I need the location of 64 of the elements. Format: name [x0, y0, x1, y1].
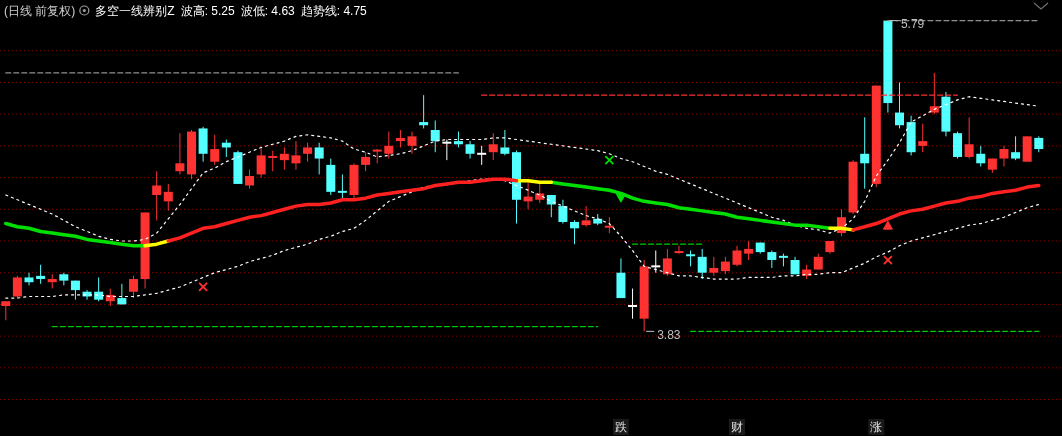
candlestick: [94, 276, 104, 302]
x-tick-label: 涨: [870, 420, 883, 434]
candlestick: [12, 275, 22, 299]
candlestick: [175, 132, 185, 175]
annotation: 趋势线: 4.75: [300, 4, 368, 18]
candlestick: [662, 248, 672, 277]
candlestick: [709, 256, 719, 277]
candlestick: [430, 119, 440, 153]
candlestick: [36, 264, 46, 285]
candlestick: [535, 181, 545, 204]
candlestick: [268, 150, 278, 172]
candlestick: [303, 142, 313, 163]
candlestick: [407, 131, 417, 155]
candlestick: [651, 250, 661, 274]
candlestick: [953, 131, 963, 160]
annotation: 波高: 5.25: [180, 4, 236, 18]
candlestick: [744, 240, 754, 261]
candlestick: [488, 132, 498, 161]
annotation: 波低: 4.63: [240, 4, 296, 18]
candlestick: [500, 129, 510, 156]
annotation: 5.79: [900, 16, 925, 31]
candlestick: [361, 151, 371, 172]
chart-title: (日线 前复权): [4, 4, 76, 18]
x-tick-label: 财: [731, 420, 744, 434]
x-tick-label: 跌: [614, 420, 627, 434]
candlestick: [558, 199, 568, 225]
annotation: 3.83: [657, 327, 681, 342]
candlestick: [279, 146, 289, 171]
candlestick: [24, 272, 34, 286]
candlestick: [442, 139, 452, 161]
candlestick: [128, 275, 138, 299]
point: [604, 155, 615, 166]
candlestick: [999, 145, 1009, 167]
candlestick: [291, 140, 301, 171]
chart-subtitle: 多空一线辨别Z: [95, 4, 175, 18]
point: [883, 255, 893, 265]
candlestick: [163, 183, 173, 212]
candlestick: [245, 169, 255, 190]
candlestick: [384, 131, 394, 160]
candlestick: [419, 94, 429, 129]
candlestick: [477, 145, 487, 166]
candlestick: [674, 245, 684, 255]
candlestick: [256, 146, 266, 179]
candlestick: [964, 116, 974, 160]
candlestick: [860, 116, 870, 190]
candlestick: [976, 145, 986, 167]
candlestick: [1011, 135, 1021, 161]
candlestick: [546, 194, 556, 218]
candlestick: [314, 142, 324, 175]
candlestick: [210, 134, 220, 166]
candlestick: [1, 300, 11, 321]
point: [615, 193, 626, 203]
point: [882, 220, 893, 230]
candlestick: [152, 170, 162, 221]
candlestick: [337, 173, 347, 199]
candlestick: [895, 81, 905, 129]
candlestick: [732, 245, 742, 267]
candlestick: [918, 123, 928, 153]
candlestick: [570, 219, 580, 245]
candlestick: [465, 140, 475, 160]
candlestick: [628, 288, 638, 320]
candlestick: [697, 248, 707, 280]
point: [198, 282, 209, 292]
candlestick: [581, 205, 591, 228]
